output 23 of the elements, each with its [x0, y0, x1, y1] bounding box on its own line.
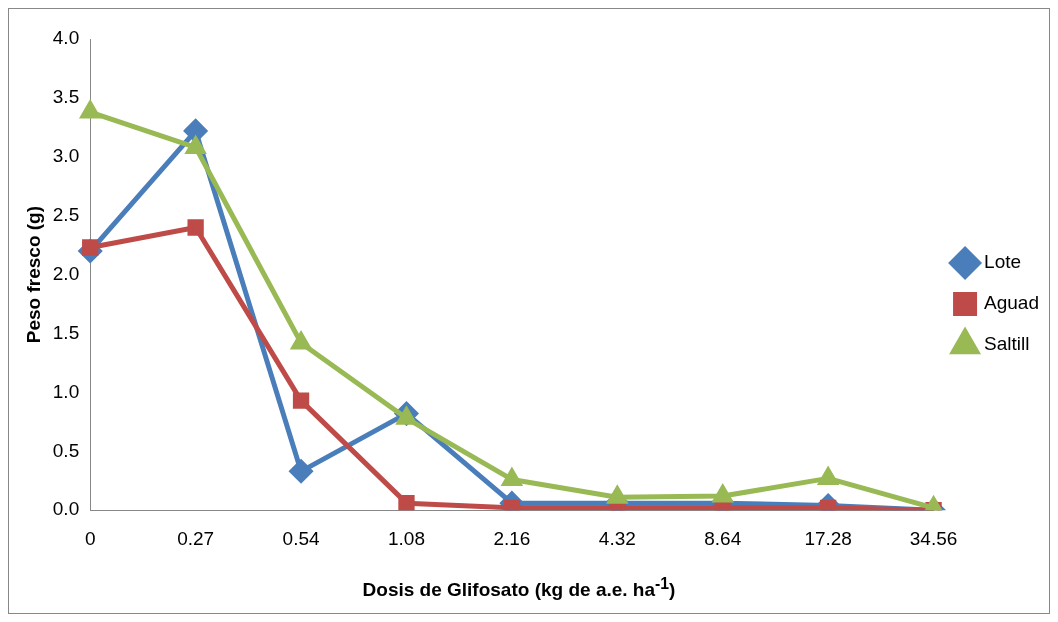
- y-tick-label: 2.0: [52, 262, 80, 284]
- x-tick-label: 2.16: [493, 527, 531, 549]
- y-tick-label: 3.5: [52, 86, 80, 108]
- x-axis-title: Dosis de Glifosato (kg de a.e. ha$^{-1}$): [361, 575, 677, 602]
- legend-label: Aguad: [984, 292, 1040, 314]
- y-tick-label: 0.5: [52, 439, 80, 461]
- legend-label: Lote: [984, 251, 1022, 273]
- y-tick-label: 2.5: [52, 203, 80, 225]
- y-tick-label: 1.5: [52, 321, 80, 343]
- x-tick-label: 0.54: [282, 527, 320, 549]
- x-tick-label: 0: [84, 527, 96, 549]
- x-tick-label: 0.27: [177, 527, 215, 549]
- x-tick-label: 4.32: [598, 527, 636, 549]
- x-tick-label: 1.08: [387, 527, 425, 549]
- y-tick-label: 4.0: [52, 27, 80, 49]
- y-tick-label: 1.0: [52, 380, 80, 402]
- y-axis-title: Peso fresco (g): [22, 205, 44, 344]
- y-tick-label: 0.0: [52, 498, 80, 520]
- x-tick-label: 34.56: [909, 527, 958, 549]
- x-tick-label: 17.28: [804, 527, 852, 549]
- legend-label: Saltill: [984, 333, 1030, 355]
- x-tick-label: 8.64: [704, 527, 742, 549]
- y-tick-label: 3.0: [52, 145, 80, 167]
